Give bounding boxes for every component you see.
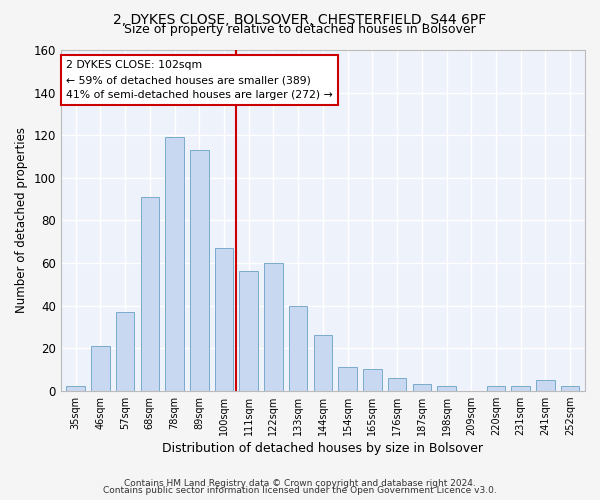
Bar [437,386,456,390]
Bar [215,248,233,390]
Bar [239,272,258,390]
Text: 2, DYKES CLOSE, BOLSOVER, CHESTERFIELD, S44 6PF: 2, DYKES CLOSE, BOLSOVER, CHESTERFIELD, … [113,12,487,26]
Bar [289,306,307,390]
Bar [165,138,184,390]
Bar [116,312,134,390]
X-axis label: Distribution of detached houses by size in Bolsover: Distribution of detached houses by size … [163,442,484,455]
Bar [67,386,85,390]
Bar [140,197,159,390]
Bar [413,384,431,390]
Bar [363,370,382,390]
Bar [314,336,332,390]
Text: Contains public sector information licensed under the Open Government Licence v3: Contains public sector information licen… [103,486,497,495]
Bar [561,386,580,390]
Bar [487,386,505,390]
Bar [388,378,406,390]
Text: 2 DYKES CLOSE: 102sqm
← 59% of detached houses are smaller (389)
41% of semi-det: 2 DYKES CLOSE: 102sqm ← 59% of detached … [66,60,333,100]
Bar [190,150,209,390]
Text: Size of property relative to detached houses in Bolsover: Size of property relative to detached ho… [124,22,476,36]
Y-axis label: Number of detached properties: Number of detached properties [15,128,28,314]
Bar [511,386,530,390]
Text: Contains HM Land Registry data © Crown copyright and database right 2024.: Contains HM Land Registry data © Crown c… [124,478,476,488]
Bar [264,263,283,390]
Bar [91,346,110,391]
Bar [536,380,555,390]
Bar [338,368,357,390]
